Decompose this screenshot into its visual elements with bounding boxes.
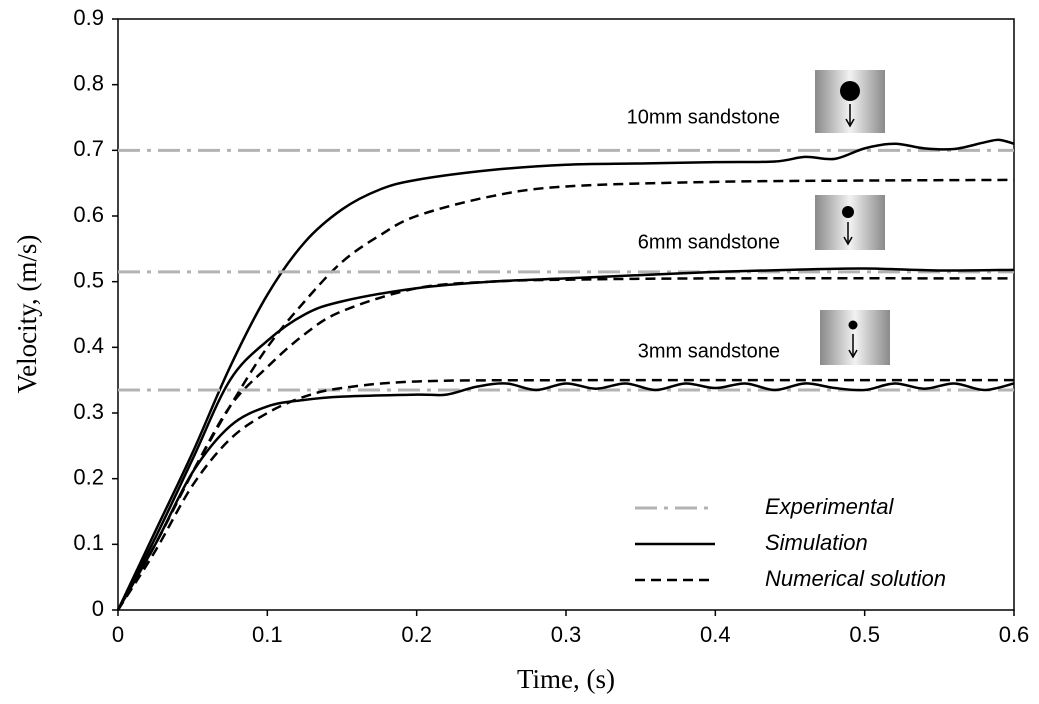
- simulation-curve: [116, 138, 1015, 611]
- x-tick-label: 0: [112, 622, 124, 647]
- simulation-curve: [116, 382, 1015, 611]
- x-tick-label: 0.4: [700, 622, 731, 647]
- y-tick-label: 0.6: [73, 202, 104, 227]
- y-tick-label: 0: [92, 596, 104, 621]
- x-tick-label: 0.3: [551, 622, 582, 647]
- y-tick-label: 0.1: [73, 530, 104, 555]
- y-tick-label: 0.3: [73, 399, 104, 424]
- y-tick-label: 0.8: [73, 70, 104, 95]
- y-tick-label: 0.5: [73, 267, 104, 292]
- simulation-curve: [116, 267, 1015, 611]
- x-tick-label: 0.5: [849, 622, 880, 647]
- icon-3mm: [820, 310, 890, 365]
- legend-label: Experimental: [765, 494, 895, 519]
- icon-6mm: [815, 195, 885, 250]
- y-tick-label: 0.9: [73, 5, 104, 30]
- y-axis-title: Velocity, (m/s): [12, 235, 42, 394]
- numerical-curve: [116, 277, 1015, 611]
- y-tick-label: 0.4: [73, 333, 104, 358]
- y-tick-label: 0.7: [73, 136, 104, 161]
- group-label: 10mm sandstone: [627, 106, 780, 128]
- group-label: 6mm sandstone: [638, 231, 780, 253]
- group-label: 3mm sandstone: [638, 340, 780, 362]
- icon-10mm: [815, 70, 885, 133]
- x-tick-label: 0.2: [401, 622, 432, 647]
- numerical-curve: [116, 378, 1015, 611]
- x-tick-label: 0.6: [999, 622, 1030, 647]
- legend-label: Numerical solution: [765, 566, 946, 591]
- y-tick-label: 0.2: [73, 464, 104, 489]
- legend-label: Simulation: [765, 530, 868, 555]
- x-axis-title: Time, (s): [517, 664, 615, 694]
- x-tick-label: 0.1: [252, 622, 283, 647]
